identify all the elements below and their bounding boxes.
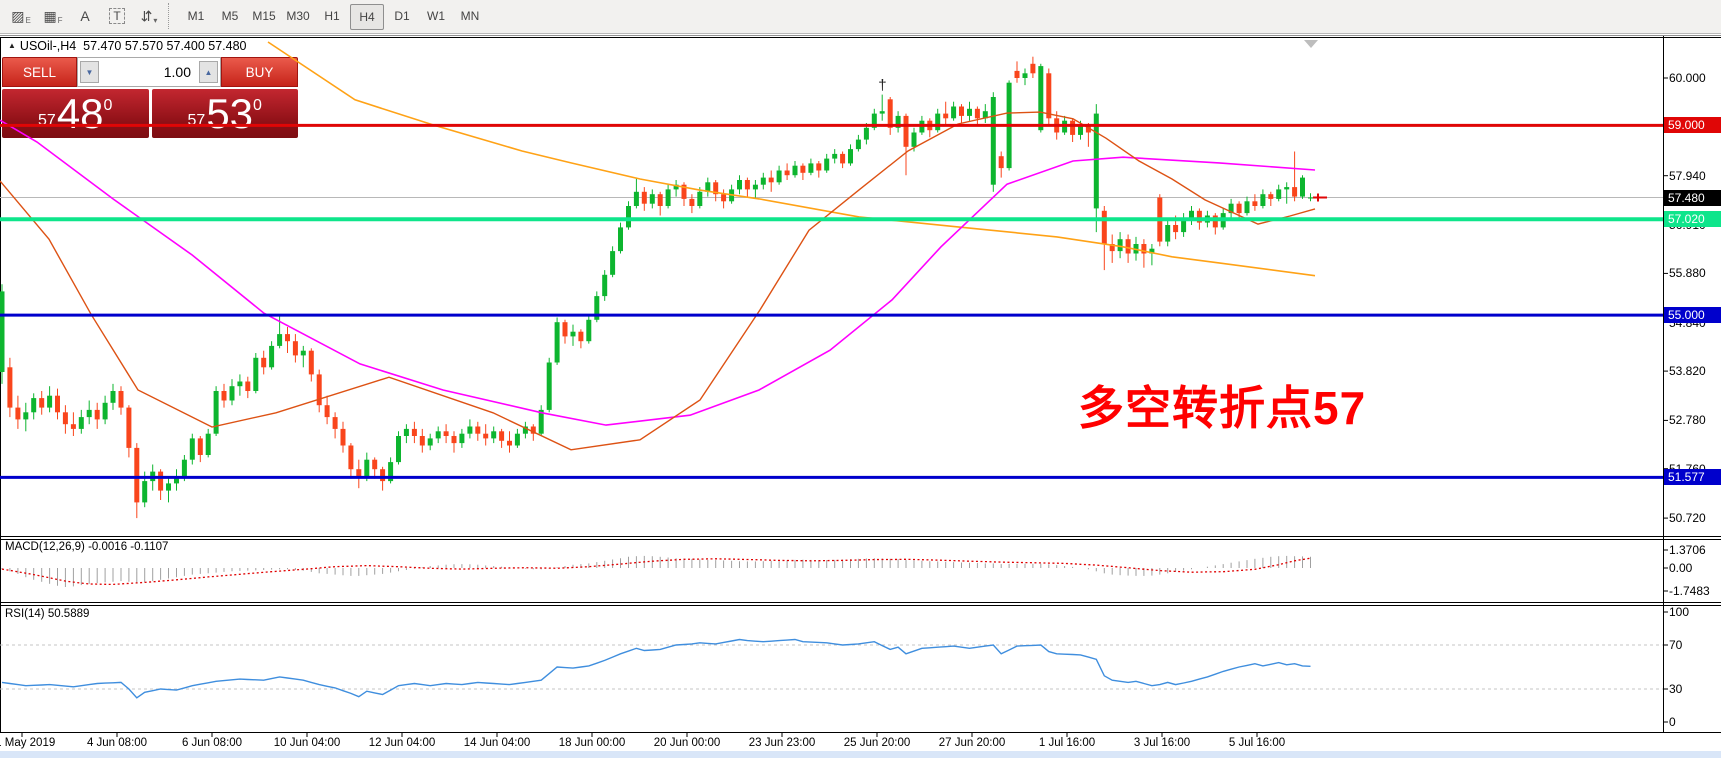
time-label: 20 Jun 00:00 (653, 737, 721, 749)
volume-spinner[interactable]: ▼ 1.00 ▲ (77, 57, 221, 87)
timeframe-h4-button[interactable]: H4 (350, 4, 384, 30)
axis-label-57.480: 57.480 (1664, 189, 1721, 206)
hatch-tool-icon[interactable]: ▨ E (11, 7, 31, 25)
axis-label-51.577: 51.577 (1664, 469, 1721, 486)
axis-label-59.000: 59.000 (1664, 117, 1721, 134)
timeframe-m15-button[interactable]: M15 (252, 9, 276, 23)
time-label: 14 Jun 04:00 (463, 737, 531, 749)
time-label: 10 Jun 04:00 (273, 737, 341, 749)
axis-label-30: 30 (1669, 682, 1683, 696)
time-label: 1 Jul 16:00 (1038, 737, 1096, 749)
axis-label-60.000: 60.000 (1669, 71, 1706, 85)
time-label: 23 Jun 23:00 (748, 737, 816, 749)
axis-label-55.000: 55.000 (1664, 307, 1721, 324)
time-label: 31 May 2019 (0, 737, 56, 749)
time-label: 12 Jun 04:00 (368, 737, 436, 749)
axis-label-0: 0 (1669, 715, 1676, 729)
time-label: 27 Jun 20:00 (938, 737, 1006, 749)
rsi-indicator-label: RSI(14) 50.5889 (5, 608, 90, 620)
axis-label--1.7483: -1.7483 (1669, 584, 1710, 598)
axis-label-100: 100 (1669, 605, 1690, 619)
timeframe-toolbar: M1 M5 M15 M30 H1 H4 D1 W1 MN (168, 3, 487, 30)
timeframe-m30-button[interactable]: M30 (286, 9, 310, 23)
timeframe-d1-button[interactable]: D1 (394, 9, 410, 23)
ma-fast-red[interactable] (0, 111, 1316, 451)
axis-label-50.720: 50.720 (1669, 511, 1706, 526)
ask-pip-digit: 0 (253, 96, 262, 114)
symbol-period-label: USOil-,H4 (19, 39, 77, 53)
macd-signal-line (1, 557, 1311, 586)
rsi-line (1, 638, 1311, 699)
time-label: 4 Jun 08:00 (86, 737, 148, 749)
one-click-trade-panel: SELL ▼ 1.00 ▲ BUY 57 48 0 57 53 0 (2, 57, 298, 138)
volume-increment-icon[interactable]: ▲ (199, 61, 218, 83)
time-label: 18 Jun 00:00 (558, 737, 626, 749)
candle-marker-dagger-icon[interactable]: † (878, 76, 887, 94)
label-tool-icon[interactable]: T (102, 3, 132, 29)
buy-button[interactable]: BUY (221, 57, 298, 87)
ask-big-digits: 53 (206, 89, 254, 137)
axis-label-52.780: 52.780 (1669, 413, 1706, 428)
time-label: 6 Jun 08:00 (181, 737, 243, 749)
macd-histogram (1, 555, 1311, 587)
axis-label-70: 70 (1669, 638, 1683, 652)
ask-price-panel[interactable]: 57 53 0 (151, 89, 298, 138)
axis-label-57.020: 57.020 (1664, 211, 1721, 228)
candles[interactable] (0, 56, 1313, 519)
time-label: 25 Jun 20:00 (843, 737, 911, 749)
arrows-tool-icon[interactable]: ⇵ ▾ (140, 7, 158, 25)
timeframe-m5-button[interactable]: M5 (221, 9, 239, 23)
chart-text-annotation[interactable]: 多空转折点57 (1078, 382, 1367, 434)
chart-title: ▲ USOil-,H4 57.470 57.570 57.400 57.480 (8, 39, 247, 53)
collapse-triangle-icon[interactable]: ▲ (8, 41, 16, 50)
bid-pip-digit: 0 (103, 96, 113, 114)
axis-label-0.00: 0.00 (1669, 561, 1693, 575)
ma-slow-orange[interactable] (267, 41, 1316, 277)
axis-label-53.820: 53.820 (1669, 364, 1706, 379)
time-label: 3 Jul 16:00 (1133, 737, 1191, 749)
timeframe-mn-button[interactable]: MN (460, 9, 480, 23)
toolbar: ▨ E ▦ F A T ⇵ ▾ M1 M5 M15 M30 H1 H4 D1 W1 MN (0, 0, 1721, 34)
sell-button[interactable]: SELL (2, 57, 77, 87)
grid-tool-icon[interactable]: ▦ F (43, 7, 63, 25)
text-tool-icon[interactable]: A (80, 8, 90, 24)
bid-price-panel[interactable]: 57 48 0 (2, 89, 149, 138)
macd-indicator-label: MACD(12,26,9) -0.0016 -0.1107 (5, 541, 169, 553)
axis-label-55.880: 55.880 (1669, 266, 1706, 281)
ohlc-readout: 57.470 57.570 57.400 57.480 (83, 39, 247, 53)
time-label: 5 Jul 16:00 (1228, 737, 1286, 749)
volume-input[interactable]: 1.00 (163, 64, 191, 80)
timeframe-h1-button[interactable]: H1 (324, 9, 340, 23)
volume-decrement-icon[interactable]: ▼ (80, 61, 99, 83)
status-strip (0, 751, 1721, 758)
timeframe-m1-button[interactable]: M1 (187, 9, 205, 23)
current-price-pointer (1313, 193, 1327, 202)
ma-mid-magenta[interactable] (0, 119, 1316, 426)
bid-big-digits: 48 (56, 89, 104, 137)
axis-label-57.940: 57.940 (1669, 168, 1706, 183)
timeframe-w1-button[interactable]: W1 (427, 9, 445, 23)
chart-scroll-marker-icon[interactable] (1304, 40, 1318, 48)
axis-label-1.3706: 1.3706 (1669, 543, 1706, 557)
